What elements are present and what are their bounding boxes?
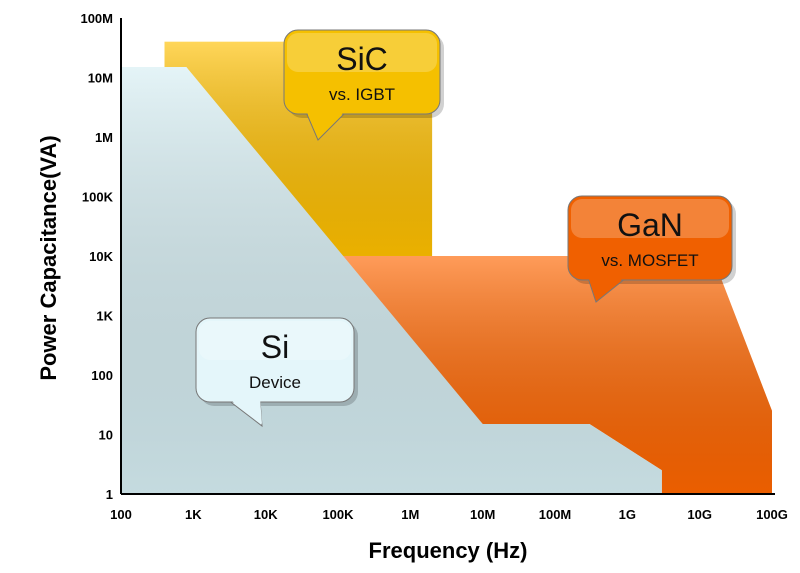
axes <box>120 18 775 495</box>
callout-gloss <box>571 199 729 238</box>
callout-pointer-join <box>588 276 626 300</box>
x-tick-labels: 100 1K 10K 100K 1M 10M 100M 1G 10G 100G <box>110 507 788 522</box>
callout-box <box>195 317 355 403</box>
callout-box <box>283 29 441 115</box>
callout-gan: GaN vs. MOSFET <box>567 195 736 303</box>
y-tick-label: 1K <box>96 309 113 324</box>
x-axis-title: Frequency (Hz) <box>369 538 528 563</box>
y-tick-label: 1M <box>95 130 113 145</box>
x-tick-label: 1K <box>185 507 202 522</box>
y-tick-label: 100 <box>91 368 113 383</box>
x-tick-label: 10G <box>687 507 712 522</box>
x-tick-label: 1G <box>619 507 636 522</box>
callout-subtitle: vs. IGBT <box>329 85 395 104</box>
x-tick-label: 100K <box>322 507 354 522</box>
x-tick-label: 1M <box>401 507 419 522</box>
callout-subtitle: Device <box>249 373 301 392</box>
callout-title: GaN <box>617 207 683 243</box>
y-tick-label: 100K <box>82 190 114 205</box>
x-tick-label: 100M <box>539 507 572 522</box>
callout-si: Si Device <box>195 317 358 428</box>
y-tick-label: 10M <box>88 71 113 86</box>
region-callouts: SiC vs. IGBT GaN vs. MOSFET Si Device <box>195 29 736 428</box>
callout-subtitle: vs. MOSFET <box>601 251 698 270</box>
x-tick-label: 100 <box>110 507 132 522</box>
callout-pointer-join <box>228 398 262 424</box>
callout-sic: SiC vs. IGBT <box>283 29 444 141</box>
callout-title: SiC <box>336 41 388 77</box>
callout-gloss <box>199 321 351 360</box>
y-axis-title: Power Capacitance(VA) <box>36 135 61 380</box>
y-tick-labels: 1 10 100 1K 10K 100K 1M 10M 100M <box>80 11 113 502</box>
y-tick-label: 10K <box>89 249 113 264</box>
region-gan-shading <box>322 256 772 494</box>
callout-box <box>567 195 733 281</box>
x-tick-label: 10M <box>470 507 495 522</box>
y-tick-label: 100M <box>80 11 113 26</box>
callout-gloss <box>287 33 437 72</box>
y-tick-label: 1 <box>106 487 113 502</box>
y-tick-label: 10 <box>99 428 113 443</box>
x-tick-label: 100G <box>756 507 788 522</box>
x-tick-label: 10K <box>254 507 278 522</box>
callout-pointer-join <box>306 110 346 138</box>
callout-title: Si <box>261 329 289 365</box>
